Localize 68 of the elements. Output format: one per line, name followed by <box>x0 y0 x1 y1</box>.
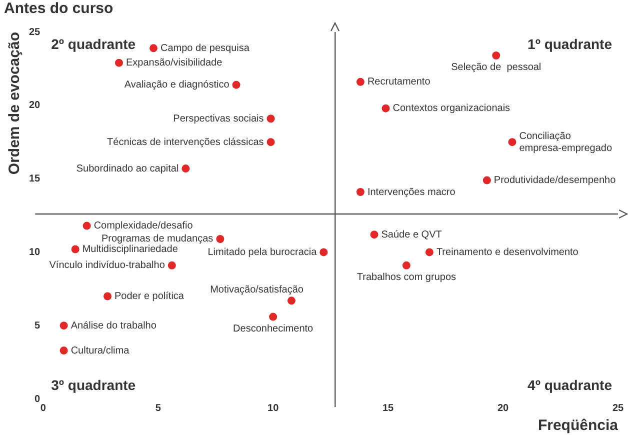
point <box>71 245 80 254</box>
y-tick-label: 0 <box>34 394 41 405</box>
series-label: Perspectivas sociais <box>173 113 264 124</box>
x-tick-label: 5 <box>155 402 162 414</box>
series-label: Expansão/visibilidade <box>126 58 223 69</box>
point <box>82 222 91 230</box>
series-label: Seleção de pessoal <box>451 62 542 74</box>
x-tick-label: 25 <box>612 402 624 414</box>
point <box>492 51 500 60</box>
series-label: Produtividade/desempenho <box>494 175 616 186</box>
series-label: Poder e política <box>114 290 184 302</box>
point <box>168 261 176 270</box>
point <box>60 322 68 330</box>
series-label: Vínculo indivíduo-trabalho <box>49 260 166 272</box>
y-tick-label: 25 <box>29 26 41 38</box>
series-label: Complexidade/desafio <box>94 220 194 232</box>
series-label: Cultura/clima <box>70 345 130 356</box>
x-axis-title: Freqüência <box>538 417 619 434</box>
annotation: 4º quadrante <box>528 376 612 393</box>
series-label: Contextos organizacionais <box>392 103 510 114</box>
point <box>356 188 364 196</box>
y-tick-label: 20 <box>29 100 41 112</box>
series-label: Treinamento e desenvolvimento <box>436 246 579 258</box>
series-label: Motivação/satisfação <box>210 284 304 296</box>
y-tick-label: 10 <box>29 246 41 258</box>
chart-title: Antes do curso <box>4 0 114 18</box>
point <box>150 44 158 52</box>
point <box>382 104 390 112</box>
point <box>320 248 328 256</box>
point <box>266 138 275 146</box>
series-label: Subordinado ao capital <box>76 163 179 174</box>
point <box>402 261 410 270</box>
series-label: Programas de mudanças <box>101 234 214 245</box>
point <box>115 58 124 67</box>
point <box>356 78 364 86</box>
y-tick-label: 15 <box>29 174 41 185</box>
point <box>508 138 516 146</box>
annotation: 1º quadrante <box>528 36 612 52</box>
point <box>60 346 68 355</box>
point <box>482 176 491 184</box>
series-label: Campo de pesquisa <box>160 42 250 54</box>
series-label: Limitado pela burocracia <box>208 246 318 258</box>
x-tick-label: 20 <box>497 402 510 414</box>
series-label: Análise do trabalho <box>70 320 157 332</box>
series-label: Avaliação e diagnóstico <box>124 80 230 91</box>
annotation: 2º quadrante <box>51 36 136 52</box>
point <box>216 234 224 243</box>
point <box>266 114 275 123</box>
series-label: Desconhecimento <box>233 324 314 335</box>
x-tick-label: 15 <box>382 402 394 414</box>
point <box>370 230 378 239</box>
series-label: Conciliação empresa-empregado <box>519 130 612 154</box>
point <box>232 80 240 89</box>
point <box>287 296 296 305</box>
point <box>425 248 434 256</box>
point <box>182 164 190 173</box>
y-tick-label: 5 <box>34 320 41 332</box>
annotation: 3º quadrante <box>51 376 136 393</box>
series-label: Intervenções macro <box>367 186 456 198</box>
y-axis-title: Ordem de evocação <box>6 32 24 175</box>
point <box>269 312 278 321</box>
x-tick-label: 10 <box>268 402 280 414</box>
series-label: Técnicas de intervenções clássicas <box>107 136 264 148</box>
series-label: Saúde e QVT <box>381 229 442 240</box>
series-label: Recrutamento <box>367 76 431 88</box>
series-label: Multidisciplinariedade <box>82 244 178 256</box>
series-label: Trabalhos com grupos <box>356 272 456 284</box>
point <box>104 292 112 300</box>
